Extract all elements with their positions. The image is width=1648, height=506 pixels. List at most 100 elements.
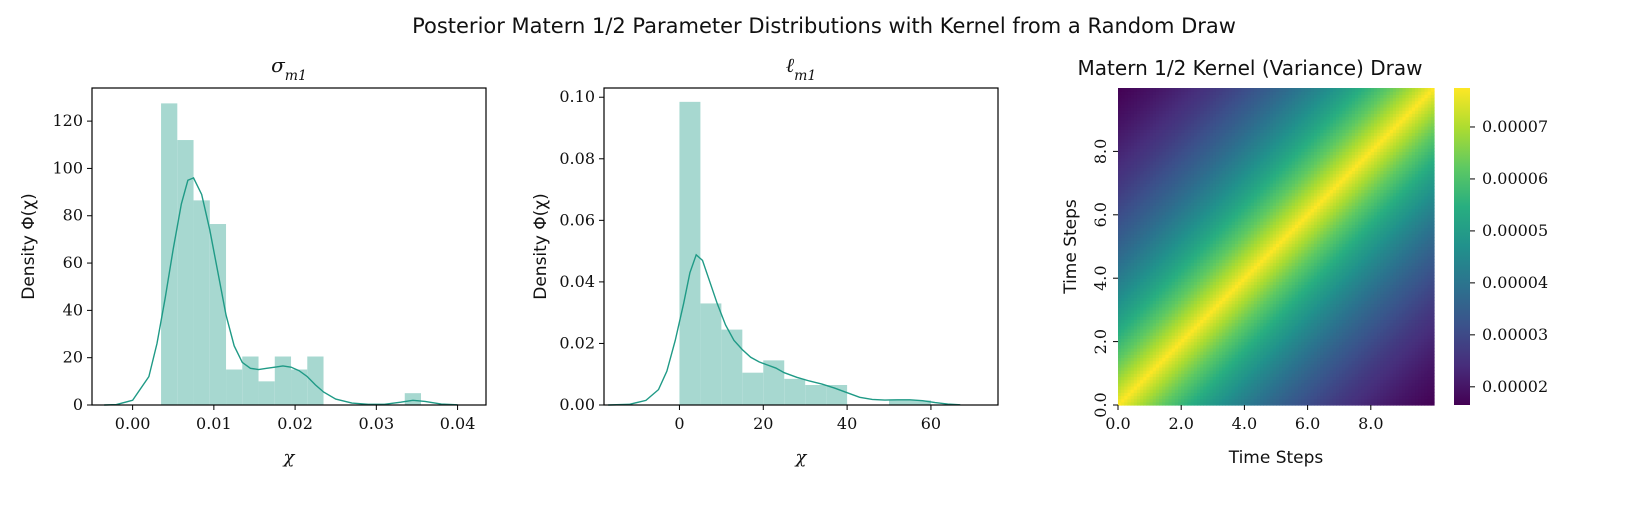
heatmap-cell	[1165, 148, 1170, 152]
heatmap-cell	[1152, 281, 1157, 286]
heatmap-cell	[1234, 262, 1239, 267]
heatmap-cell	[1178, 271, 1182, 276]
heatmap-cell	[1215, 325, 1220, 330]
heatmap-cell	[1162, 303, 1166, 308]
heatmap-cell	[1250, 271, 1255, 276]
heatmap-cell	[1130, 268, 1135, 273]
heatmap-cell	[1127, 256, 1132, 260]
heatmap-cell	[1190, 154, 1195, 159]
heatmap-cell	[1244, 170, 1249, 175]
heatmap-cell	[1143, 88, 1148, 92]
heatmap-cell	[1174, 233, 1179, 238]
heatmap-cell	[1190, 278, 1195, 282]
heatmap-cell	[1253, 107, 1258, 111]
heatmap-cell	[1140, 262, 1144, 267]
heatmap-cell	[1219, 94, 1223, 99]
heatmap-cell	[1181, 157, 1185, 162]
heatmap-cell	[1212, 138, 1217, 143]
heatmap-cell	[1215, 148, 1220, 152]
heatmap-cell	[1149, 347, 1154, 352]
heatmap-cell	[1244, 294, 1249, 298]
heatmap-cell	[1234, 278, 1239, 282]
heatmap-cell	[1266, 183, 1271, 187]
heatmap-cell	[1143, 389, 1148, 393]
heatmap-cell	[1209, 303, 1214, 308]
heatmap-cell	[1200, 328, 1204, 333]
heatmap-cell	[1190, 347, 1195, 352]
heatmap-cell	[1178, 224, 1182, 229]
heatmap-cell	[1143, 107, 1148, 111]
heatmap-cell	[1149, 370, 1154, 374]
heatmap-cell	[1193, 284, 1198, 289]
heatmap-cell	[1269, 233, 1274, 238]
heatmap-cell	[1206, 227, 1211, 232]
heatmap-cell	[1272, 366, 1277, 371]
heatmap-cell	[1171, 145, 1176, 149]
heatmap-cell	[1146, 379, 1151, 384]
heatmap-cell	[1250, 360, 1255, 365]
heatmap-cell	[1225, 265, 1230, 270]
heatmap-cell	[1215, 395, 1220, 400]
heatmap-cell	[1190, 249, 1195, 254]
heatmap-cell	[1247, 351, 1252, 355]
heatmap-cell	[1136, 271, 1141, 276]
heatmap-cell	[1247, 382, 1252, 387]
heatmap-cell	[1222, 173, 1227, 178]
heatmap-cell	[1124, 224, 1129, 229]
heatmap-cell	[1181, 195, 1185, 200]
heatmap-cell	[1215, 176, 1220, 181]
heatmap-cell	[1219, 198, 1223, 203]
heatmap-cell	[1118, 392, 1122, 397]
heatmap-cell	[1184, 385, 1189, 390]
heatmap-cell	[1127, 198, 1132, 203]
heatmap-cell	[1228, 392, 1233, 397]
heatmap-cell	[1231, 119, 1236, 124]
heatmap-cell	[1263, 167, 1268, 172]
heatmap-cell	[1171, 107, 1176, 111]
heatmap-cell	[1231, 392, 1236, 397]
heatmap-cell	[1250, 97, 1255, 102]
heatmap-cell	[1143, 379, 1148, 384]
heatmap-cell	[1231, 319, 1236, 324]
heatmap-cell	[1140, 370, 1144, 374]
heatmap-cell	[1200, 376, 1204, 381]
heatmap-cell	[1187, 97, 1192, 102]
heatmap-cell	[1184, 398, 1189, 403]
heatmap-cell	[1193, 183, 1198, 187]
heatmap-cell	[1181, 370, 1185, 374]
heatmap-cell	[1244, 319, 1249, 324]
heatmap-cell	[1200, 297, 1204, 301]
heatmap-cell	[1260, 211, 1264, 216]
heatmap-cell	[1200, 344, 1204, 349]
heatmap-cell	[1181, 135, 1185, 140]
heatmap-cell	[1174, 217, 1179, 222]
heatmap-cell	[1149, 379, 1154, 384]
heatmap-cell	[1244, 208, 1249, 213]
heatmap-cell	[1143, 294, 1148, 298]
heatmap-cell	[1234, 300, 1239, 305]
heatmap-cell	[1118, 132, 1122, 137]
heatmap-cell	[1253, 129, 1258, 133]
heatmap-cell	[1146, 110, 1151, 114]
heatmap-cell	[1168, 100, 1173, 105]
heatmap-cell	[1222, 202, 1227, 206]
heatmap-cell	[1130, 113, 1135, 118]
heatmap-cell	[1200, 205, 1204, 210]
heatmap-cell	[1209, 370, 1214, 374]
heatmap-cell	[1181, 243, 1185, 248]
heatmap-cell	[1162, 214, 1166, 219]
heatmap-cell	[1266, 198, 1271, 203]
heatmap-cell	[1168, 268, 1173, 273]
heatmap-cell	[1165, 91, 1170, 95]
heatmap-cell	[1231, 398, 1236, 403]
heatmap-cell	[1143, 252, 1148, 257]
heatmap-cell	[1250, 328, 1255, 333]
heatmap-cell	[1234, 319, 1239, 324]
heatmap-cell	[1269, 389, 1274, 393]
heatmap-cell	[1228, 189, 1233, 194]
heatmap-cell	[1130, 281, 1135, 286]
heatmap-cell	[1253, 110, 1258, 114]
heatmap-cell	[1184, 316, 1189, 321]
heatmap-cell	[1206, 389, 1211, 393]
heatmap-cell	[1184, 290, 1189, 295]
